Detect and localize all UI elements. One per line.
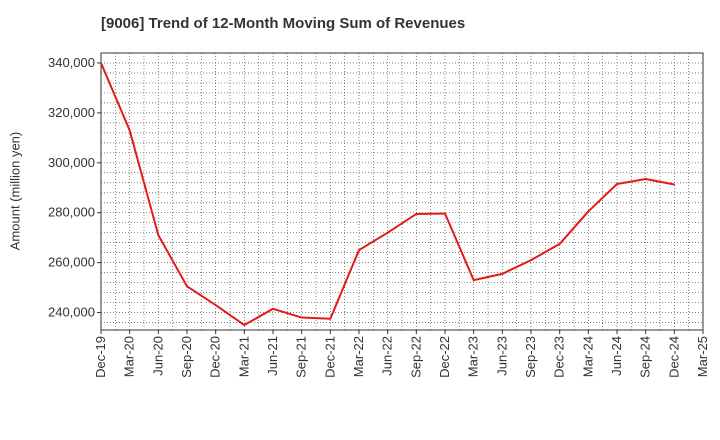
y-tick-label: 260,000 bbox=[48, 255, 95, 270]
chart-title: [9006] Trend of 12-Month Moving Sum of R… bbox=[101, 15, 466, 32]
x-tick-label: Sep-24 bbox=[638, 336, 653, 378]
x-tick-label: Jun-24 bbox=[609, 336, 624, 376]
x-tick-labels: Dec-19 Mar-20 Jun-20 Sep-20 Dec-20 Mar-21 Jun-… bbox=[93, 330, 710, 378]
x-tick-label: Mar-21 bbox=[236, 336, 251, 377]
data-point bbox=[616, 183, 618, 185]
data-point bbox=[558, 243, 561, 245]
data-point bbox=[272, 307, 274, 310]
x-tick-label: Jun-22 bbox=[380, 336, 395, 376]
data-point bbox=[415, 213, 418, 215]
x-tick-label: Sep-20 bbox=[179, 336, 194, 378]
x-tick-label: Jun-20 bbox=[150, 336, 165, 376]
x-tick-label: Dec-23 bbox=[552, 336, 567, 378]
x-tick-label: Mar-22 bbox=[351, 336, 366, 377]
data-point bbox=[501, 273, 504, 275]
y-tick-label: 340,000 bbox=[48, 55, 95, 70]
y-tick-label: 280,000 bbox=[48, 205, 95, 220]
data-point bbox=[444, 212, 446, 215]
data-point bbox=[300, 316, 303, 319]
data-point bbox=[587, 210, 590, 213]
x-tick-label: Sep-23 bbox=[523, 336, 538, 378]
x-tick-label: Dec-20 bbox=[208, 336, 223, 378]
x-tick-label: Mar-24 bbox=[580, 336, 595, 377]
y-tick-labels: 240,000 260,000 280,000 300,000 320,000 340,0… bbox=[48, 55, 101, 320]
data-point bbox=[472, 279, 475, 281]
data-point bbox=[157, 234, 160, 236]
data-point bbox=[358, 249, 360, 251]
series-layer bbox=[100, 62, 676, 327]
x-tick-label: Mar-23 bbox=[466, 336, 481, 377]
plot-frame bbox=[100, 52, 704, 331]
x-tick-label: Sep-21 bbox=[294, 336, 309, 378]
data-point bbox=[530, 259, 532, 261]
data-point bbox=[673, 183, 676, 186]
x-tick-label: Dec-19 bbox=[93, 336, 108, 378]
x-tick-label: Dec-21 bbox=[322, 336, 337, 378]
x-tick-label: Dec-24 bbox=[666, 336, 681, 378]
data-point bbox=[243, 324, 246, 326]
x-tick-label: Jun-23 bbox=[494, 336, 509, 376]
x-tick-label: Mar-25 bbox=[695, 336, 710, 377]
x-tick-label: Jun-21 bbox=[265, 336, 280, 376]
y-tick-label: 240,000 bbox=[48, 305, 95, 320]
x-tick-label: Dec-22 bbox=[437, 336, 452, 378]
y-tick-label: 300,000 bbox=[48, 155, 95, 170]
data-point bbox=[329, 317, 332, 320]
y-tick-label: 320,000 bbox=[48, 105, 95, 120]
data-point bbox=[128, 129, 131, 132]
data-point bbox=[186, 285, 188, 288]
data-point bbox=[214, 304, 217, 306]
data-point bbox=[386, 231, 389, 234]
x-tick-label: Sep-22 bbox=[408, 336, 423, 378]
data-point bbox=[644, 178, 647, 180]
x-tick-label: Mar-20 bbox=[122, 336, 137, 377]
